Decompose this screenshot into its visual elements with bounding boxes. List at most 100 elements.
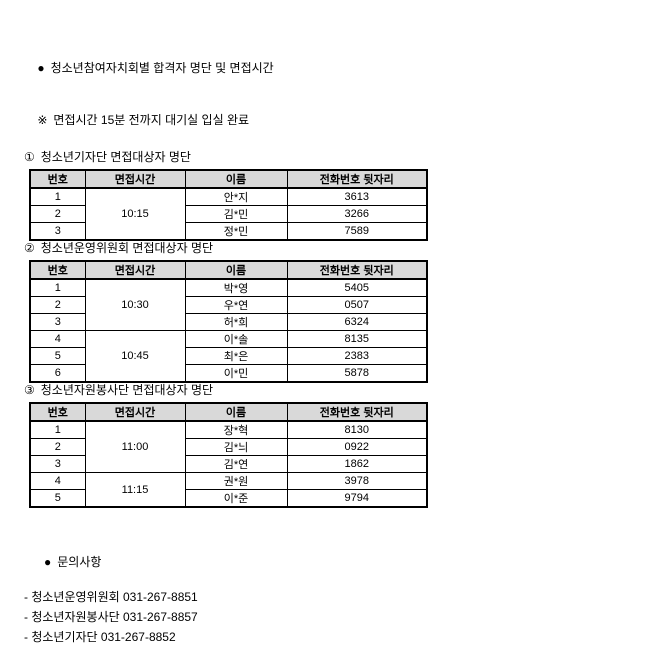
cell-number: 3	[29, 455, 86, 473]
cell-name: 김*민	[184, 205, 288, 223]
section-3: ③ 청소년자원봉사단 면접대상자 명단 번호 면접시간 이름 전화번호 뒷자리 1 11:00…	[24, 383, 652, 508]
cell-name: 김*늬	[184, 438, 288, 456]
cell-phone-suffix: 3978	[286, 472, 428, 490]
contact-line: - 청소년운영위원회 031-267-8851	[24, 590, 198, 604]
column-header: 전화번호 뒷자리	[286, 169, 428, 189]
section-heading: ③ 청소년자원봉사단 면접대상자 명단	[24, 383, 652, 398]
contact-line: - 청소년자원봉사단 031-267-8857	[24, 610, 198, 624]
cell-number: 1	[29, 278, 86, 297]
cell-name: 이*준	[184, 489, 288, 508]
cell-name: 박*영	[184, 278, 288, 297]
cell-name: 장*혁	[184, 420, 288, 439]
cell-phone-suffix: 7589	[286, 222, 428, 241]
column-header: 면접시간	[84, 260, 186, 280]
section-2: ② 청소년운영위원회 면접대상자 명단 번호 면접시간 이름 전화번호 뒷자리 1 10:30…	[24, 241, 652, 383]
document: ● 청소년참여자치회별 합격자 명단 및 면접시간 ※ 면접시간 15분 전까지 대…	[24, 46, 652, 644]
cell-name: 이*솔	[184, 330, 288, 348]
cell-number: 3	[29, 222, 86, 241]
table-row: 3 김*연 1862	[29, 455, 428, 473]
cell-interview-time: 10:30	[84, 278, 186, 331]
cell-interview-time: 10:15	[84, 187, 186, 241]
column-header: 번호	[29, 169, 86, 189]
table-row: 2 김*늬 0922	[29, 438, 428, 456]
cell-name: 안*지	[184, 187, 288, 206]
note-line: ※ 면접시간 15분 전까지 대기실 입실 완료	[24, 98, 652, 143]
table-row: 6 이*민 5878	[29, 364, 428, 383]
cell-name: 이*민	[184, 364, 288, 383]
table-row: 5 최*은 2383	[29, 347, 428, 365]
cell-number: 5	[29, 489, 86, 508]
column-header: 번호	[29, 260, 86, 280]
section-number-icon: ①	[24, 150, 35, 164]
table-row: 2 김*민 3266	[29, 205, 428, 223]
column-header: 전화번호 뒷자리	[286, 260, 428, 280]
section-heading-text: 청소년기자단 면접대상자 명단	[40, 150, 191, 164]
cell-phone-suffix: 9794	[286, 489, 428, 508]
column-header: 이름	[184, 260, 288, 280]
cell-phone-suffix: 5878	[286, 364, 428, 383]
cell-phone-suffix: 3266	[286, 205, 428, 223]
column-header: 면접시간	[84, 402, 186, 422]
cell-name: 김*연	[184, 455, 288, 473]
cell-phone-suffix: 0922	[286, 438, 428, 456]
roster-table: 번호 면접시간 이름 전화번호 뒷자리 1 10:15 안*지 3613 2 김*민 3266 3 정*…	[29, 169, 428, 241]
header-row: 번호 면접시간 이름 전화번호 뒷자리	[29, 402, 428, 422]
column-header: 전화번호 뒷자리	[286, 402, 428, 422]
cell-number: 1	[29, 420, 86, 439]
cell-phone-suffix: 1862	[286, 455, 428, 473]
footer: ● 문의사항 - 청소년운영위원회 031-267-8851 - 청소년자원봉사단 …	[24, 540, 652, 645]
section-heading-text: 청소년자원봉사단 면접대상자 명단	[40, 383, 214, 397]
header-row: 번호 면접시간 이름 전화번호 뒷자리	[29, 169, 428, 189]
reference-mark-icon: ※	[37, 113, 48, 127]
cell-number: 2	[29, 205, 86, 223]
bullet-icon: ●	[37, 61, 45, 75]
contact-line: - 청소년기자단 031-267-8852	[24, 630, 176, 644]
header-row: 번호 면접시간 이름 전화번호 뒷자리	[29, 260, 428, 280]
cell-name: 권*원	[184, 472, 288, 490]
cell-number: 6	[29, 364, 86, 383]
cell-number: 2	[29, 296, 86, 314]
section-heading-text: 청소년운영위원회 면접대상자 명단	[40, 241, 214, 255]
cell-phone-suffix: 2383	[286, 347, 428, 365]
cell-phone-suffix: 6324	[286, 313, 428, 331]
cell-name: 정*민	[184, 222, 288, 241]
table-row: 1 11:00 장*혁 8130	[29, 420, 428, 473]
cell-interview-time: 11:15	[84, 472, 186, 508]
cell-number: 5	[29, 347, 86, 365]
contacts-list: - 청소년운영위원회 031-267-8851 - 청소년자원봉사단 031-26…	[24, 590, 652, 645]
table-row: 4 11:15 권*원 3978	[29, 472, 428, 508]
cell-number: 4	[29, 472, 86, 490]
cell-phone-suffix: 3613	[286, 187, 428, 206]
column-header: 면접시간	[84, 169, 186, 189]
cell-number: 1	[29, 187, 86, 206]
footer-heading-text: 문의사항	[57, 555, 102, 569]
column-header: 이름	[184, 402, 288, 422]
footer-heading: ● 문의사항	[24, 540, 652, 585]
document-title: ● 청소년참여자치회별 합격자 명단 및 면접시간	[24, 46, 652, 91]
section-number-icon: ②	[24, 241, 35, 255]
cell-number: 4	[29, 330, 86, 348]
section-heading: ① 청소년기자단 면접대상자 명단	[24, 150, 652, 165]
cell-number: 2	[29, 438, 86, 456]
section-number-icon: ③	[24, 383, 35, 397]
bullet-icon: ●	[44, 555, 52, 569]
cell-phone-suffix: 8135	[286, 330, 428, 348]
cell-number: 3	[29, 313, 86, 331]
cell-phone-suffix: 0507	[286, 296, 428, 314]
roster-table: 번호 면접시간 이름 전화번호 뒷자리 1 10:30 박*영 5405 2 우*연 0507 3 허*…	[29, 260, 428, 383]
table-row: 4 10:45 이*솔 8135	[29, 330, 428, 383]
cell-interview-time: 10:45	[84, 330, 186, 383]
cell-name: 최*은	[184, 347, 288, 365]
roster-table: 번호 면접시간 이름 전화번호 뒷자리 1 11:00 장*혁 8130 2 김*늬 0922 3 김*…	[29, 402, 428, 508]
sections-container: ① 청소년기자단 면접대상자 명단 번호 면접시간 이름 전화번호 뒷자리 1 10:15 안*…	[24, 150, 652, 508]
document-title-text: 청소년참여자치회별 합격자 명단 및 면접시간	[50, 61, 274, 75]
column-header: 번호	[29, 402, 86, 422]
cell-name: 우*연	[184, 296, 288, 314]
note-text: 면접시간 15분 전까지 대기실 입실 완료	[53, 113, 250, 127]
table-row: 1 10:15 안*지 3613	[29, 187, 428, 241]
table-row: 3 정*민 7589	[29, 222, 428, 241]
cell-interview-time: 11:00	[84, 420, 186, 473]
cell-phone-suffix: 5405	[286, 278, 428, 297]
cell-phone-suffix: 8130	[286, 420, 428, 439]
table-row: 5 이*준 9794	[29, 489, 428, 508]
